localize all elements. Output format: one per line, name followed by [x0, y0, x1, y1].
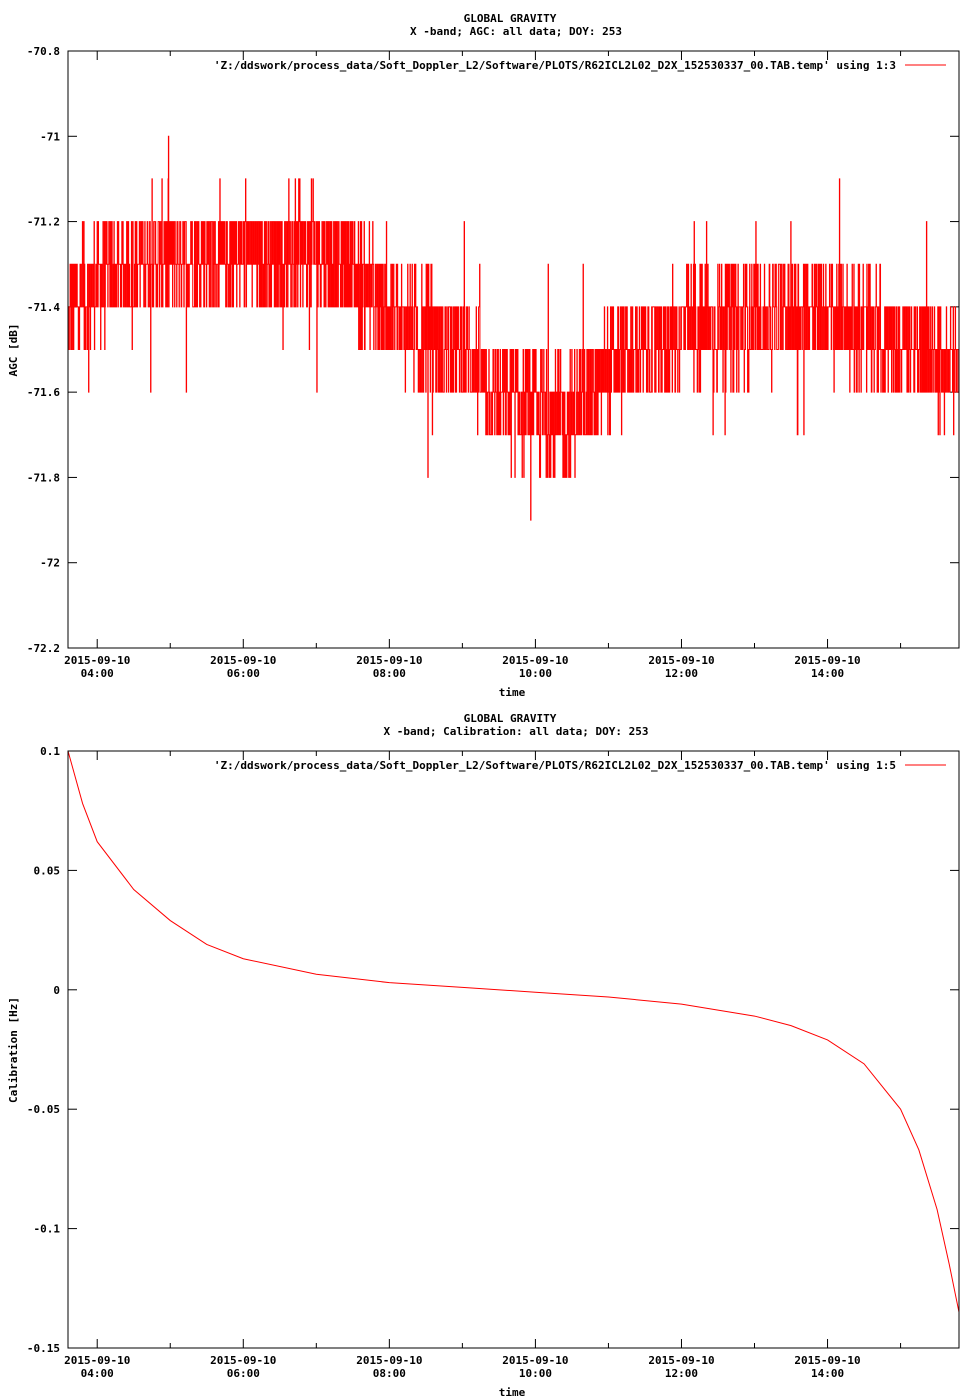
- chart-subtitle: X -band; AGC: all data; DOY: 253: [410, 25, 622, 38]
- x-tick-label-time: 04:00: [81, 667, 114, 680]
- x-tick-label-time: 06:00: [227, 1367, 260, 1380]
- x-tick-label-time: 12:00: [665, 667, 698, 680]
- x-tick-label-date: 2015-09-10: [502, 654, 568, 667]
- legend-entry-label: 'Z:/ddswork/process_data/Soft_Doppler_L2…: [214, 59, 896, 72]
- y-tick-label: -70.8: [27, 45, 60, 58]
- y-tick-label: -72.2: [27, 642, 60, 655]
- series-line: [68, 135, 960, 521]
- x-ticks: 2015-09-1004:002015-09-1006:002015-09-10…: [64, 751, 902, 1380]
- y-axis-label: AGC [dB]: [7, 324, 20, 377]
- legend-entry-label: 'Z:/ddswork/process_data/Soft_Doppler_L2…: [214, 759, 896, 772]
- calibration-chart: GLOBAL GRAVITY X -band; Calibration: all…: [7, 712, 960, 1399]
- y-tick-label: -0.1: [34, 1223, 61, 1236]
- x-tick-label-date: 2015-09-10: [648, 1354, 714, 1367]
- y-tick-label: -71.6: [27, 386, 60, 399]
- x-tick-label-date: 2015-09-10: [210, 654, 276, 667]
- x-tick-label-time: 08:00: [373, 667, 406, 680]
- y-ticks: 0.1 0.05 0 -0.05 -0.1 -0.15: [27, 745, 959, 1355]
- y-tick-label: -71: [40, 130, 60, 143]
- x-axis-label: time: [499, 686, 526, 699]
- x-tick-label-time: 06:00: [227, 667, 260, 680]
- x-tick-label-time: 08:00: [373, 1367, 406, 1380]
- y-tick-label: 0.05: [34, 864, 61, 877]
- plot-area: [67, 750, 960, 1313]
- x-tick-label-time: 10:00: [519, 1367, 552, 1380]
- agc-chart: GLOBAL GRAVITY X -band; AGC: all data; D…: [7, 12, 960, 699]
- x-tick-label-time: 12:00: [665, 1367, 698, 1380]
- x-tick-label-time: 14:00: [811, 667, 844, 680]
- y-tick-label: 0: [53, 984, 60, 997]
- y-axis-label: Calibration [Hz]: [7, 997, 20, 1103]
- x-tick-label-date: 2015-09-10: [794, 1354, 860, 1367]
- x-tick-label-date: 2015-09-10: [64, 654, 130, 667]
- x-axis-label: time: [499, 1386, 526, 1399]
- series-line: [67, 750, 960, 1313]
- chart-title: GLOBAL GRAVITY: [464, 712, 557, 725]
- plot-frame: [67, 50, 960, 649]
- x-ticks: 2015-09-1004:002015-09-1006:002015-09-10…: [64, 51, 902, 680]
- x-tick-label-date: 2015-09-10: [648, 654, 714, 667]
- plot-frame: [67, 750, 960, 1349]
- x-tick-label-date: 2015-09-10: [356, 1354, 422, 1367]
- chart-title: GLOBAL GRAVITY: [464, 12, 557, 25]
- y-tick-label: -71.8: [27, 471, 60, 484]
- y-tick-label: 0.1: [40, 745, 60, 758]
- x-tick-label-date: 2015-09-10: [356, 654, 422, 667]
- x-tick-label-date: 2015-09-10: [64, 1354, 130, 1367]
- y-tick-label: -72: [40, 557, 60, 570]
- x-tick-label-date: 2015-09-10: [210, 1354, 276, 1367]
- y-tick-label: -71.4: [27, 301, 60, 314]
- plot-area: [68, 135, 960, 521]
- chart-subtitle: X -band; Calibration: all data; DOY: 253: [384, 725, 649, 738]
- x-tick-label-time: 10:00: [519, 667, 552, 680]
- y-tick-label: -0.15: [27, 1342, 60, 1355]
- x-tick-label-date: 2015-09-10: [502, 1354, 568, 1367]
- y-tick-label: -71.2: [27, 216, 60, 229]
- x-tick-label-time: 04:00: [81, 1367, 114, 1380]
- x-tick-label-time: 14:00: [811, 1367, 844, 1380]
- x-tick-label-date: 2015-09-10: [794, 654, 860, 667]
- y-tick-label: -0.05: [27, 1103, 60, 1116]
